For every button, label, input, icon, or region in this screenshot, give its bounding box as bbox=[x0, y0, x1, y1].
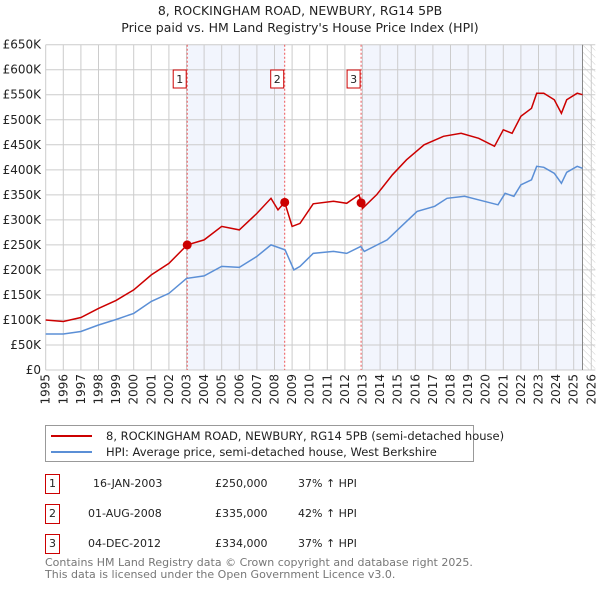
sale-marker-label: 3 bbox=[45, 534, 60, 554]
sale-hpi: 37% ↑ HPI bbox=[298, 537, 357, 550]
sale-point bbox=[280, 197, 290, 207]
y-tick-label: £350K bbox=[3, 188, 43, 202]
x-tick-label: 2017 bbox=[426, 374, 440, 405]
sale-row: 1 16-JAN-2003 £250,000 37% ↑ HPI bbox=[45, 474, 445, 494]
y-tick-label: £100K bbox=[3, 313, 43, 327]
sale-point bbox=[356, 198, 366, 208]
y-tick-label: £200K bbox=[3, 263, 43, 277]
sale-price: £334,000 bbox=[215, 537, 268, 550]
footer-line: Contains HM Land Registry data © Crown c… bbox=[45, 556, 473, 569]
price-chart: 8, ROCKINGHAM ROAD, NEWBURY, RG14 5PB Pri… bbox=[3, 3, 599, 405]
sale-marker-box bbox=[270, 69, 285, 89]
sale-marker-box bbox=[172, 69, 187, 89]
shaded-period bbox=[187, 44, 285, 370]
x-tick-label: 2016 bbox=[408, 374, 422, 405]
sale-date: 04-DEC-2012 bbox=[88, 537, 162, 550]
legend-swatch-red bbox=[51, 435, 92, 437]
legend-item-hpi: HPI: Average price, semi-detached house,… bbox=[46, 444, 437, 460]
y-tick-label: £150K bbox=[3, 288, 43, 302]
sale-row: 3 04-DEC-2012 £334,000 37% ↑ HPI bbox=[45, 534, 445, 554]
sale-date: 16-JAN-2003 bbox=[93, 477, 163, 490]
hpi-line bbox=[45, 165, 583, 335]
x-tick-label: 2006 bbox=[232, 374, 246, 405]
y-tick-label: £550K bbox=[3, 88, 43, 102]
sale-marker-label: 2 bbox=[274, 73, 281, 86]
x-tick-label: 2023 bbox=[532, 374, 546, 405]
legend-label: 8, ROCKINGHAM ROAD, NEWBURY, RG14 5PB (s… bbox=[106, 429, 505, 443]
x-tick-label: 2022 bbox=[514, 374, 528, 405]
legend-item-property: 8, ROCKINGHAM ROAD, NEWBURY, RG14 5PB (s… bbox=[46, 428, 504, 444]
sale-hpi: 37% ↑ HPI bbox=[298, 477, 357, 490]
future-hatch bbox=[582, 44, 596, 370]
x-tick-label: 2020 bbox=[479, 374, 493, 405]
x-tick-label: 1999 bbox=[109, 374, 123, 405]
x-tick-label: 2021 bbox=[496, 374, 510, 405]
sale-marker-label: 1 bbox=[176, 73, 183, 86]
y-tick-label: £600K bbox=[3, 63, 43, 77]
x-tick-label: 2015 bbox=[391, 374, 405, 405]
x-tick-label: 2001 bbox=[144, 374, 158, 405]
shaded-period bbox=[361, 44, 583, 370]
x-tick-label: 2011 bbox=[320, 374, 334, 405]
sale-marker-box bbox=[346, 69, 361, 89]
x-tick-label: 2024 bbox=[549, 374, 563, 405]
x-tick-label: 1996 bbox=[56, 374, 70, 405]
footer-line: This data is licensed under the Open Gov… bbox=[45, 568, 396, 581]
sale-row: 2 01-AUG-2008 £335,000 42% ↑ HPI bbox=[45, 504, 445, 524]
sale-marker-label: 3 bbox=[350, 73, 357, 86]
chart-subtitle: Price paid vs. HM Land Registry's House … bbox=[121, 20, 478, 35]
x-tick-label: 2005 bbox=[215, 374, 229, 405]
y-tick-label: £250K bbox=[3, 238, 43, 252]
legend: 8, ROCKINGHAM ROAD, NEWBURY, RG14 5PB (s… bbox=[45, 425, 504, 462]
property-price-line bbox=[45, 92, 583, 323]
sale-hpi: 42% ↑ HPI bbox=[298, 507, 357, 520]
x-tick-label: 2002 bbox=[162, 374, 176, 405]
x-tick-label: 2026 bbox=[584, 374, 598, 405]
x-tick-label: 2014 bbox=[373, 374, 387, 405]
y-tick-label: £0 bbox=[26, 363, 41, 377]
x-tick-label: 2019 bbox=[461, 374, 475, 405]
x-tick-label: 2004 bbox=[197, 374, 211, 405]
chart-title: 8, ROCKINGHAM ROAD, NEWBURY, RG14 5PB bbox=[158, 3, 442, 18]
x-tick-label: 2003 bbox=[180, 374, 194, 405]
x-tick-label: 2009 bbox=[285, 374, 299, 405]
x-tick-label: 2008 bbox=[268, 374, 282, 405]
x-tick-label: 1995 bbox=[39, 374, 53, 405]
sale-date: 01-AUG-2008 bbox=[88, 507, 162, 520]
y-tick-label: £400K bbox=[3, 163, 43, 177]
sale-price: £250,000 bbox=[215, 477, 268, 490]
y-tick-label: £650K bbox=[3, 38, 43, 52]
footer: Contains HM Land Registry data © Crown c… bbox=[45, 557, 473, 581]
y-tick-label: £500K bbox=[3, 113, 43, 127]
sale-marker-label: 2 bbox=[45, 504, 60, 524]
x-tick-label: 2025 bbox=[567, 374, 581, 405]
x-tick-label: 2018 bbox=[444, 374, 458, 405]
legend-swatch-blue bbox=[51, 451, 92, 453]
y-tick-label: £450K bbox=[3, 138, 43, 152]
legend-label: HPI: Average price, semi-detached house,… bbox=[106, 445, 437, 459]
sale-marker-label: 1 bbox=[45, 474, 60, 494]
x-tick-label: 1998 bbox=[92, 374, 106, 405]
y-tick-label: £50K bbox=[10, 338, 42, 352]
x-tick-label: 2007 bbox=[250, 374, 264, 405]
sale-point bbox=[182, 240, 192, 250]
y-tick-label: £300K bbox=[3, 213, 43, 227]
sale-price: £335,000 bbox=[215, 507, 268, 520]
x-tick-label: 1997 bbox=[74, 374, 88, 405]
x-tick-label: 2012 bbox=[338, 374, 352, 405]
x-tick-label: 2010 bbox=[303, 374, 317, 405]
x-tick-label: 2013 bbox=[356, 374, 370, 405]
x-tick-label: 2000 bbox=[127, 374, 141, 405]
